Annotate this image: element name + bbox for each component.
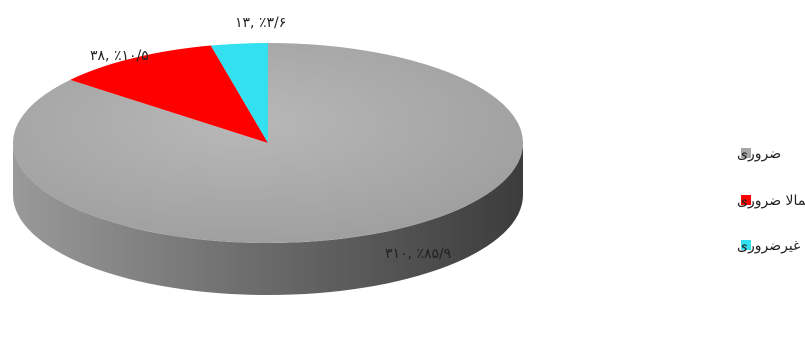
data-label-2: ۳۸, ٪۱۰/۵	[90, 48, 149, 64]
pie-slice-3	[210, 43, 268, 143]
legend-swatch-3	[741, 240, 751, 250]
pie-layer	[13, 43, 524, 295]
data-labels: ۳۱۰, ٪۸۵/۹ ۳۸, ٪۱۰/۵ ۱۳, ٪۳/۶	[90, 15, 451, 262]
legend-label-1: ضروری	[737, 146, 781, 162]
pie-slice-2	[70, 45, 269, 143]
legend-swatch-1	[741, 148, 751, 158]
legend-swatch-2	[741, 195, 751, 205]
data-label-3: ۱۳, ٪۳/۶	[235, 15, 286, 31]
legend-label-2: احتمالا ضروری	[737, 193, 805, 209]
data-label-1: ۳۱۰, ٪۸۵/۹	[385, 246, 451, 262]
legend: ضروری احتمالا ضروری غیرضروری	[737, 146, 805, 254]
pie-side-1	[13, 143, 523, 295]
legend-label-3: غیرضروری	[737, 238, 800, 254]
